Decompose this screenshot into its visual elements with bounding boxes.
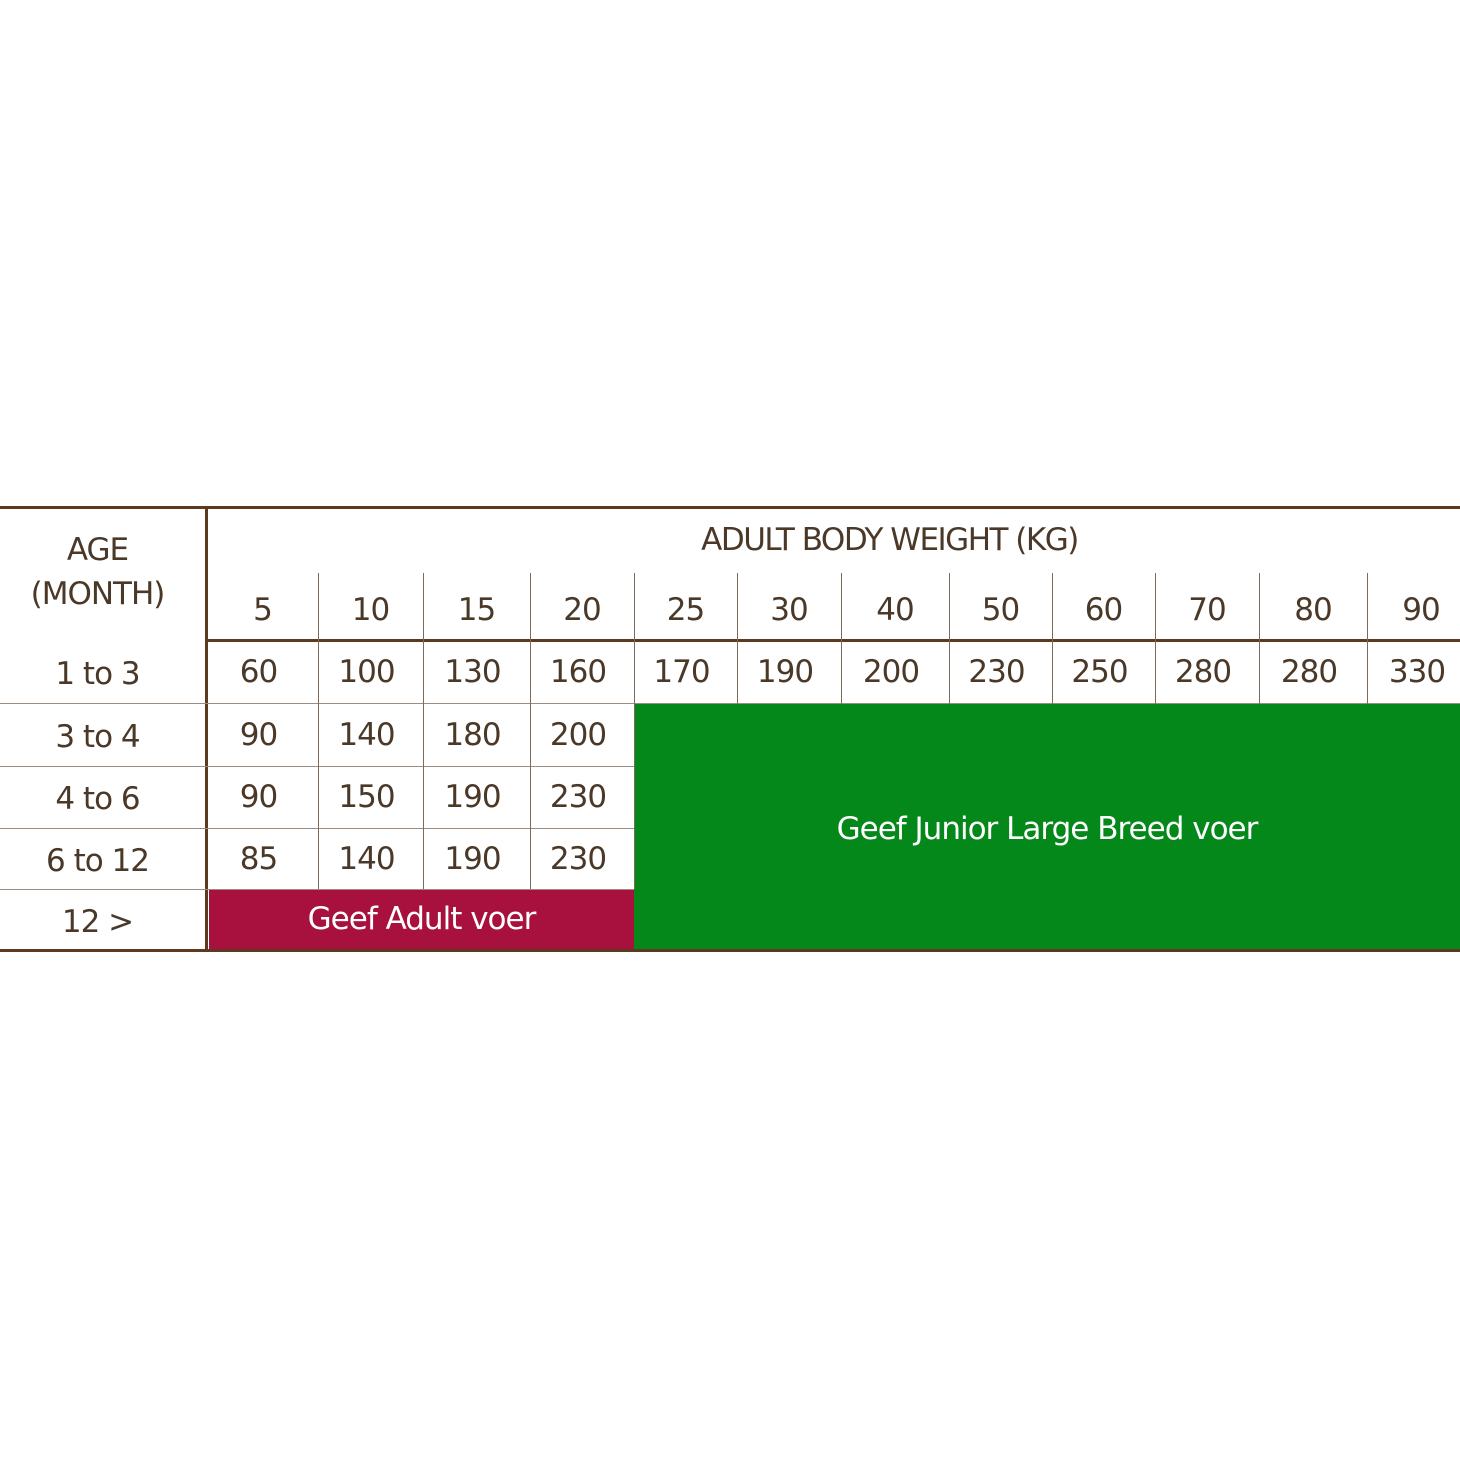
table-cell: 140 [338,716,395,753]
column-header: 40 [876,592,914,628]
table-cell: 330 [1388,653,1446,690]
table-cell: 190 [756,653,814,690]
table-cell: 190 [444,840,501,877]
column-divider [1259,573,1260,704]
table-cell: 170 [653,653,710,690]
age-header-line1: AGE [66,532,129,568]
row-divider [0,828,207,829]
column-divider [634,573,635,889]
table-cell: 230 [549,779,607,815]
row-label: 3 to 4 [55,718,140,755]
table-cell: 60 [239,653,278,690]
weight-group-header: ADULT BODY WEIGHT (KG) [701,522,1079,558]
column-header: 50 [981,592,1020,628]
table-cell: 150 [338,779,395,815]
table-cell: 130 [444,653,501,690]
table-cell: 160 [549,653,607,690]
column-divider [1155,573,1156,704]
table-cell: 280 [1174,653,1232,690]
column-divider [949,573,950,704]
column-divider [423,573,424,889]
column-header: 15 [457,592,496,628]
table-cell: 100 [338,653,395,690]
column-header: 5 [253,592,273,628]
adult-food-band: Geef Adult voer [209,889,634,949]
table-cell: 85 [239,840,278,877]
table-cell: 280 [1280,653,1338,690]
table-cell: 200 [549,716,607,753]
column-divider [841,573,842,704]
row-label: 1 to 3 [55,655,140,692]
table-cell: 230 [968,653,1025,690]
row-label: 6 to 12 [46,842,150,879]
column-divider [1367,573,1368,704]
row-divider [0,766,207,767]
row-divider [207,828,634,829]
column-divider [318,573,319,889]
column-header: 25 [666,592,705,628]
junior-food-band: Geef Junior Large Breed voer [634,704,1460,949]
column-header: 90 [1402,592,1440,628]
table-cell: 180 [444,716,501,753]
top-border [0,506,1460,509]
row-divider [207,766,634,767]
table-cell: 90 [239,779,278,815]
column-header: 10 [351,592,390,628]
adult-food-label: Geef Adult voer [307,901,537,937]
column-header: 30 [770,592,808,628]
row-label: 12 > [61,903,134,940]
column-header: 70 [1188,592,1226,628]
age-header: AGE (MONTH) [0,528,195,616]
row-label: 4 to 6 [55,781,140,817]
row-divider [0,889,207,890]
header-separator [205,639,1460,642]
column-divider [1052,573,1053,704]
column-divider [737,573,738,704]
age-column-border [205,507,208,951]
table-cell: 190 [444,779,501,815]
column-divider [530,573,531,889]
table-cell: 200 [862,653,920,690]
column-header: 60 [1084,592,1123,628]
column-header: 80 [1294,592,1332,628]
row-divider [207,889,634,890]
column-header: 20 [563,592,601,628]
table-cell: 140 [338,840,395,877]
junior-food-label: Geef Junior Large Breed voer [836,810,1259,847]
bottom-border [0,949,1460,952]
table-cell: 250 [1071,653,1128,690]
table-cell: 230 [549,840,607,877]
row-divider [207,703,1460,704]
age-header-line2: (MONTH) [30,576,166,612]
row-divider [0,703,207,704]
table-cell: 90 [239,716,278,753]
